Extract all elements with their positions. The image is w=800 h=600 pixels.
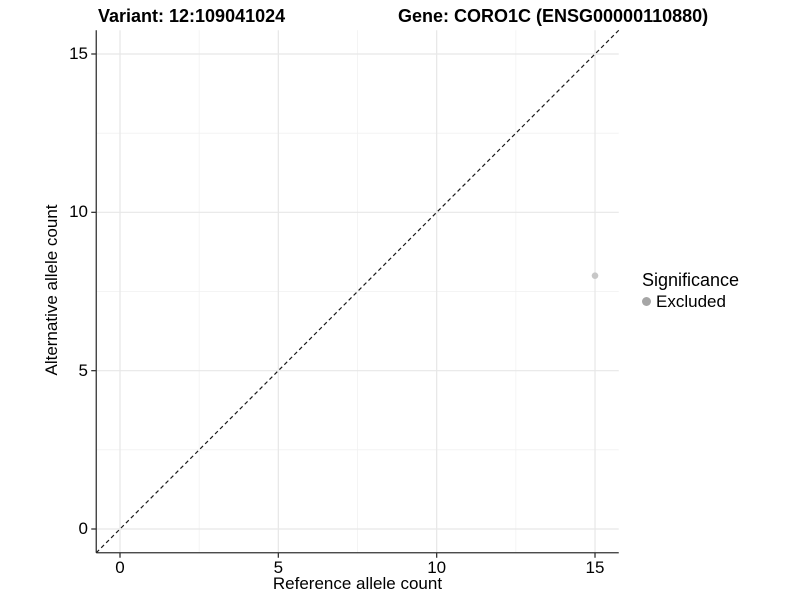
legend: Significance Excluded [642, 270, 739, 311]
x-tick-label: 0 [115, 558, 125, 577]
x-tick-label: 5 [273, 558, 284, 577]
legend-item-label: Excluded [656, 292, 726, 311]
legend-key-dot-icon [642, 297, 651, 306]
y-tick-label: 10 [69, 202, 88, 222]
legend-item-excluded: Excluded [642, 292, 739, 311]
plot-title-variant: Variant: 12:109041024 [98, 6, 286, 26]
x-tick-label: 10 [427, 558, 447, 577]
y-tick-label: 0 [78, 519, 88, 538]
y-axis-title: Alternative allele count [42, 204, 61, 376]
y-tick-label: 15 [69, 43, 88, 63]
x-tick-label: 15 [585, 558, 605, 577]
x-axis-title: Reference allele count [272, 574, 443, 593]
y-tick-label: 5 [78, 360, 88, 380]
data-point [591, 272, 599, 279]
legend-title: Significance [642, 270, 740, 290]
plot-title-gene: Gene: CORO1C (ENSG00000110880) [398, 6, 709, 26]
